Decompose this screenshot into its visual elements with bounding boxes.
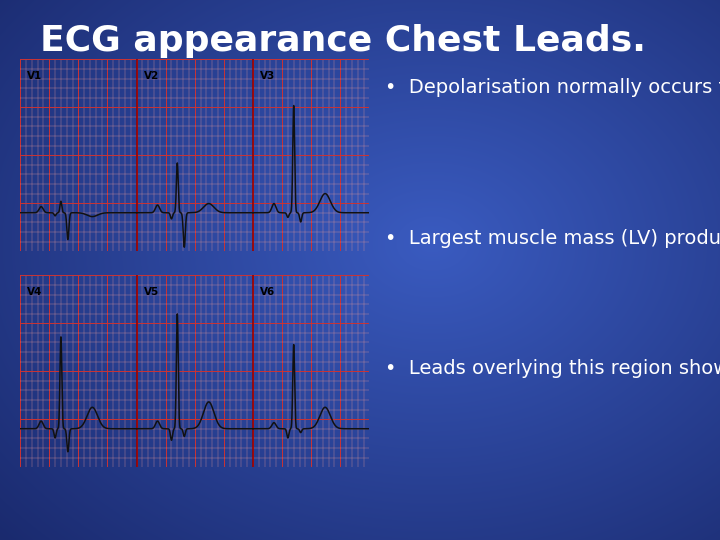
- Text: V2: V2: [143, 71, 159, 81]
- Text: V1: V1: [27, 71, 42, 81]
- Text: ECG appearance Chest Leads.: ECG appearance Chest Leads.: [40, 24, 645, 58]
- Text: •  Largest muscle mass (LV) produces largest action potential.: • Largest muscle mass (LV) produces larg…: [385, 230, 720, 248]
- Text: V5: V5: [143, 287, 159, 297]
- Text: •  Leads overlying this region show greatest deflection.: • Leads overlying this region show great…: [385, 359, 720, 378]
- Text: •  Depolarisation normally occurs from left to right (IV septum).: • Depolarisation normally occurs from le…: [385, 78, 720, 97]
- Text: V6: V6: [260, 287, 275, 297]
- Text: V4: V4: [27, 287, 42, 297]
- Text: V3: V3: [260, 71, 275, 81]
